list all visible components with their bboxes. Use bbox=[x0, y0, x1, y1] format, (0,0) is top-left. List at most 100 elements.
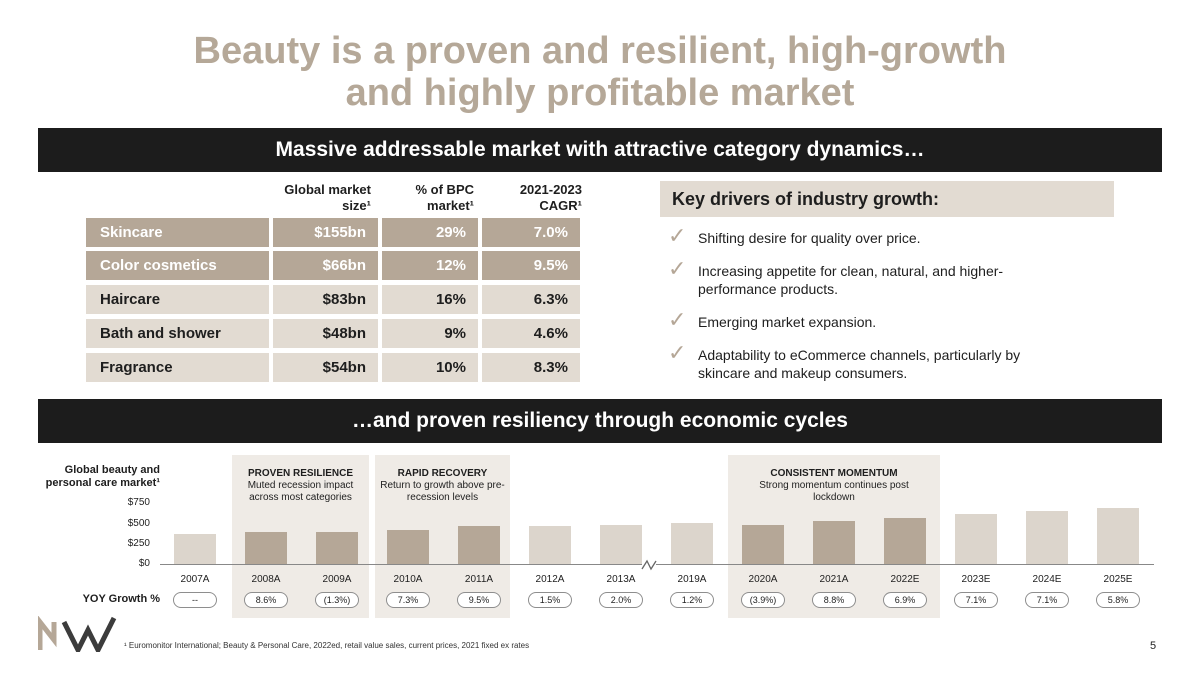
cagr-haircare: 6.3% bbox=[482, 285, 580, 314]
yoy-growth-pill: (1.3%) bbox=[315, 592, 359, 608]
page-number: 5 bbox=[1150, 640, 1157, 652]
bar-2019A bbox=[671, 523, 713, 564]
panel-subtitle: Muted recession impact across most categ… bbox=[247, 480, 354, 503]
bar-2009A bbox=[316, 532, 358, 564]
bar-2012A bbox=[529, 525, 571, 564]
title-line-1: Beauty is a proven and resilient, high-g… bbox=[193, 30, 1007, 72]
size-fragrance: $54bn bbox=[273, 353, 378, 382]
panel-subtitle: Strong momentum continues post lockdown bbox=[759, 480, 909, 503]
size-bath-shower: $48bn bbox=[273, 319, 378, 348]
check-icon: ✓ bbox=[668, 340, 687, 365]
x-tick-label: 2023E bbox=[961, 574, 991, 585]
yoy-growth-pill: 7.1% bbox=[1025, 592, 1069, 608]
x-tick-label: 2011A bbox=[464, 574, 494, 585]
page-title: Beauty is a proven and resilient, high-g… bbox=[0, 30, 1200, 114]
bar-2025E bbox=[1097, 507, 1139, 564]
cagr-fragrance: 8.3% bbox=[482, 353, 580, 382]
yoy-growth-pill: 6.9% bbox=[883, 592, 927, 608]
bar-2007A bbox=[174, 534, 216, 564]
company-logo bbox=[38, 616, 117, 652]
check-icon: ✓ bbox=[668, 307, 687, 332]
x-axis-line bbox=[160, 564, 1154, 565]
header-market-size: Global market size¹ bbox=[284, 182, 371, 213]
bar-2021A bbox=[813, 521, 855, 564]
driver-text: Increasing appetite for clean, natural, … bbox=[698, 263, 1004, 297]
bar-2008A bbox=[245, 531, 287, 564]
driver-item: ✓ Emerging market expansion. bbox=[668, 307, 1068, 332]
yoy-growth-pill: 9.5% bbox=[457, 592, 501, 608]
y-tick-label: $0 bbox=[138, 558, 150, 569]
share-haircare: 16% bbox=[382, 285, 478, 314]
driver-text: Emerging market expansion. bbox=[698, 314, 877, 330]
title-line-2: and highly profitable market bbox=[345, 72, 855, 114]
cagr-color-cosmetics: 9.5% bbox=[482, 251, 580, 280]
yoy-growth-pill: -- bbox=[173, 592, 217, 608]
panel-heading: RAPID RECOVERY Return to growth above pr… bbox=[375, 468, 510, 504]
panel-subtitle: Return to growth above pre-recession lev… bbox=[380, 480, 505, 503]
yoy-growth-pill: 8.8% bbox=[812, 592, 856, 608]
x-tick-label: 2019A bbox=[677, 574, 707, 585]
bar-2020A bbox=[742, 525, 784, 564]
share-color-cosmetics: 12% bbox=[382, 251, 478, 280]
category-bath-shower: Bath and shower bbox=[86, 319, 269, 348]
bar-2023E bbox=[955, 514, 997, 564]
share-skincare: 29% bbox=[382, 218, 478, 247]
yoy-growth-label: YOY Growth % bbox=[82, 593, 160, 605]
market-section-banner: Massive addressable market with attracti… bbox=[38, 128, 1162, 172]
x-tick-label: 2021A bbox=[819, 574, 849, 585]
driver-text: Adaptability to eCommerce channels, part… bbox=[698, 347, 1021, 381]
check-icon: ✓ bbox=[668, 223, 687, 248]
bar-2013A bbox=[600, 525, 642, 564]
x-tick-label: 2025E bbox=[1103, 574, 1133, 585]
x-tick-label: 2012A bbox=[535, 574, 565, 585]
panel-title: CONSISTENT MOMENTUM bbox=[770, 468, 898, 479]
driver-item: ✓ Adaptability to eCommerce channels, pa… bbox=[668, 340, 1048, 382]
axis-break-icon bbox=[641, 559, 657, 571]
share-bath-shower: 9% bbox=[382, 319, 478, 348]
source-footnote: ¹ Euromonitor International; Beauty & Pe… bbox=[124, 641, 530, 650]
yoy-growth-pill: 2.0% bbox=[599, 592, 643, 608]
check-icon: ✓ bbox=[668, 256, 687, 281]
driver-item: ✓ Increasing appetite for clean, natural… bbox=[668, 256, 1008, 298]
x-tick-label: 2024E bbox=[1032, 574, 1062, 585]
panel-title: PROVEN RESILIENCE bbox=[247, 468, 354, 479]
y-tick-label: $500 bbox=[127, 518, 150, 529]
cagr-bath-shower: 4.6% bbox=[482, 319, 580, 348]
resiliency-section-banner: …and proven resiliency through economic … bbox=[38, 399, 1162, 443]
header-bpc-share: % of BPC market¹ bbox=[415, 182, 475, 213]
header-cagr: 2021-2023 CAGR¹ bbox=[519, 182, 582, 213]
panel-heading: PROVEN RESILIENCE Muted recession impact… bbox=[232, 468, 369, 504]
size-haircare: $83bn bbox=[273, 285, 378, 314]
size-skincare: $155bn bbox=[273, 218, 378, 247]
bar-2022E bbox=[884, 517, 926, 564]
yoy-growth-pill: 5.8% bbox=[1096, 592, 1140, 608]
category-haircare: Haircare bbox=[86, 285, 269, 314]
driver-text: Shifting desire for quality over price. bbox=[698, 230, 921, 246]
x-tick-label: 2009A bbox=[322, 574, 352, 585]
x-tick-label: 2010A bbox=[393, 574, 423, 585]
cagr-skincare: 7.0% bbox=[482, 218, 580, 247]
category-fragrance: Fragrance bbox=[86, 353, 269, 382]
y-tick-label: $750 bbox=[127, 497, 150, 508]
x-tick-label: 2022E bbox=[890, 574, 920, 585]
x-tick-label: 2013A bbox=[606, 574, 636, 585]
bar-2011A bbox=[458, 526, 500, 564]
x-tick-label: 2007A bbox=[180, 574, 210, 585]
share-fragrance: 10% bbox=[382, 353, 478, 382]
yoy-growth-pill: 7.3% bbox=[386, 592, 430, 608]
bar-2024E bbox=[1026, 511, 1068, 564]
x-tick-label: 2008A bbox=[251, 574, 281, 585]
yoy-growth-pill: 7.1% bbox=[954, 592, 998, 608]
chart-y-label: Global beauty and personal care market¹ bbox=[45, 464, 160, 489]
drivers-title: Key drivers of industry growth: bbox=[660, 181, 1114, 217]
panel-title: RAPID RECOVERY bbox=[397, 468, 488, 479]
category-skincare: Skincare bbox=[86, 218, 269, 247]
size-color-cosmetics: $66bn bbox=[273, 251, 378, 280]
yoy-growth-pill: 1.2% bbox=[670, 592, 714, 608]
panel-heading: CONSISTENT MOMENTUM Strong momentum cont… bbox=[752, 468, 916, 504]
yoy-growth-pill: 8.6% bbox=[244, 592, 288, 608]
y-tick-label: $250 bbox=[127, 538, 150, 549]
yoy-growth-pill: (3.9%) bbox=[741, 592, 785, 608]
category-color-cosmetics: Color cosmetics bbox=[86, 251, 269, 280]
yoy-growth-pill: 1.5% bbox=[528, 592, 572, 608]
